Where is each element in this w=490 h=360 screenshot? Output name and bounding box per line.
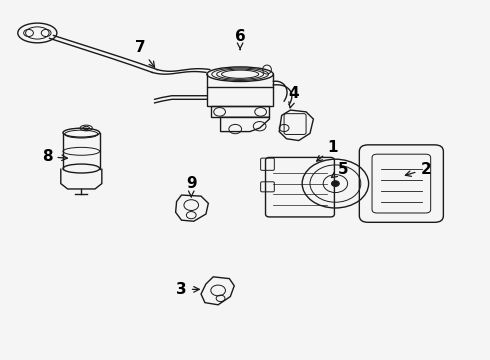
Text: 9: 9: [186, 176, 196, 197]
Text: 8: 8: [42, 149, 68, 164]
Text: 6: 6: [235, 29, 245, 50]
Text: 1: 1: [317, 140, 338, 161]
Bar: [211, 107, 270, 117]
Text: 4: 4: [289, 86, 299, 108]
Text: 2: 2: [405, 162, 431, 177]
Text: 3: 3: [176, 282, 199, 297]
Text: 5: 5: [331, 162, 348, 177]
Circle shape: [331, 181, 339, 186]
Text: 7: 7: [135, 40, 154, 67]
